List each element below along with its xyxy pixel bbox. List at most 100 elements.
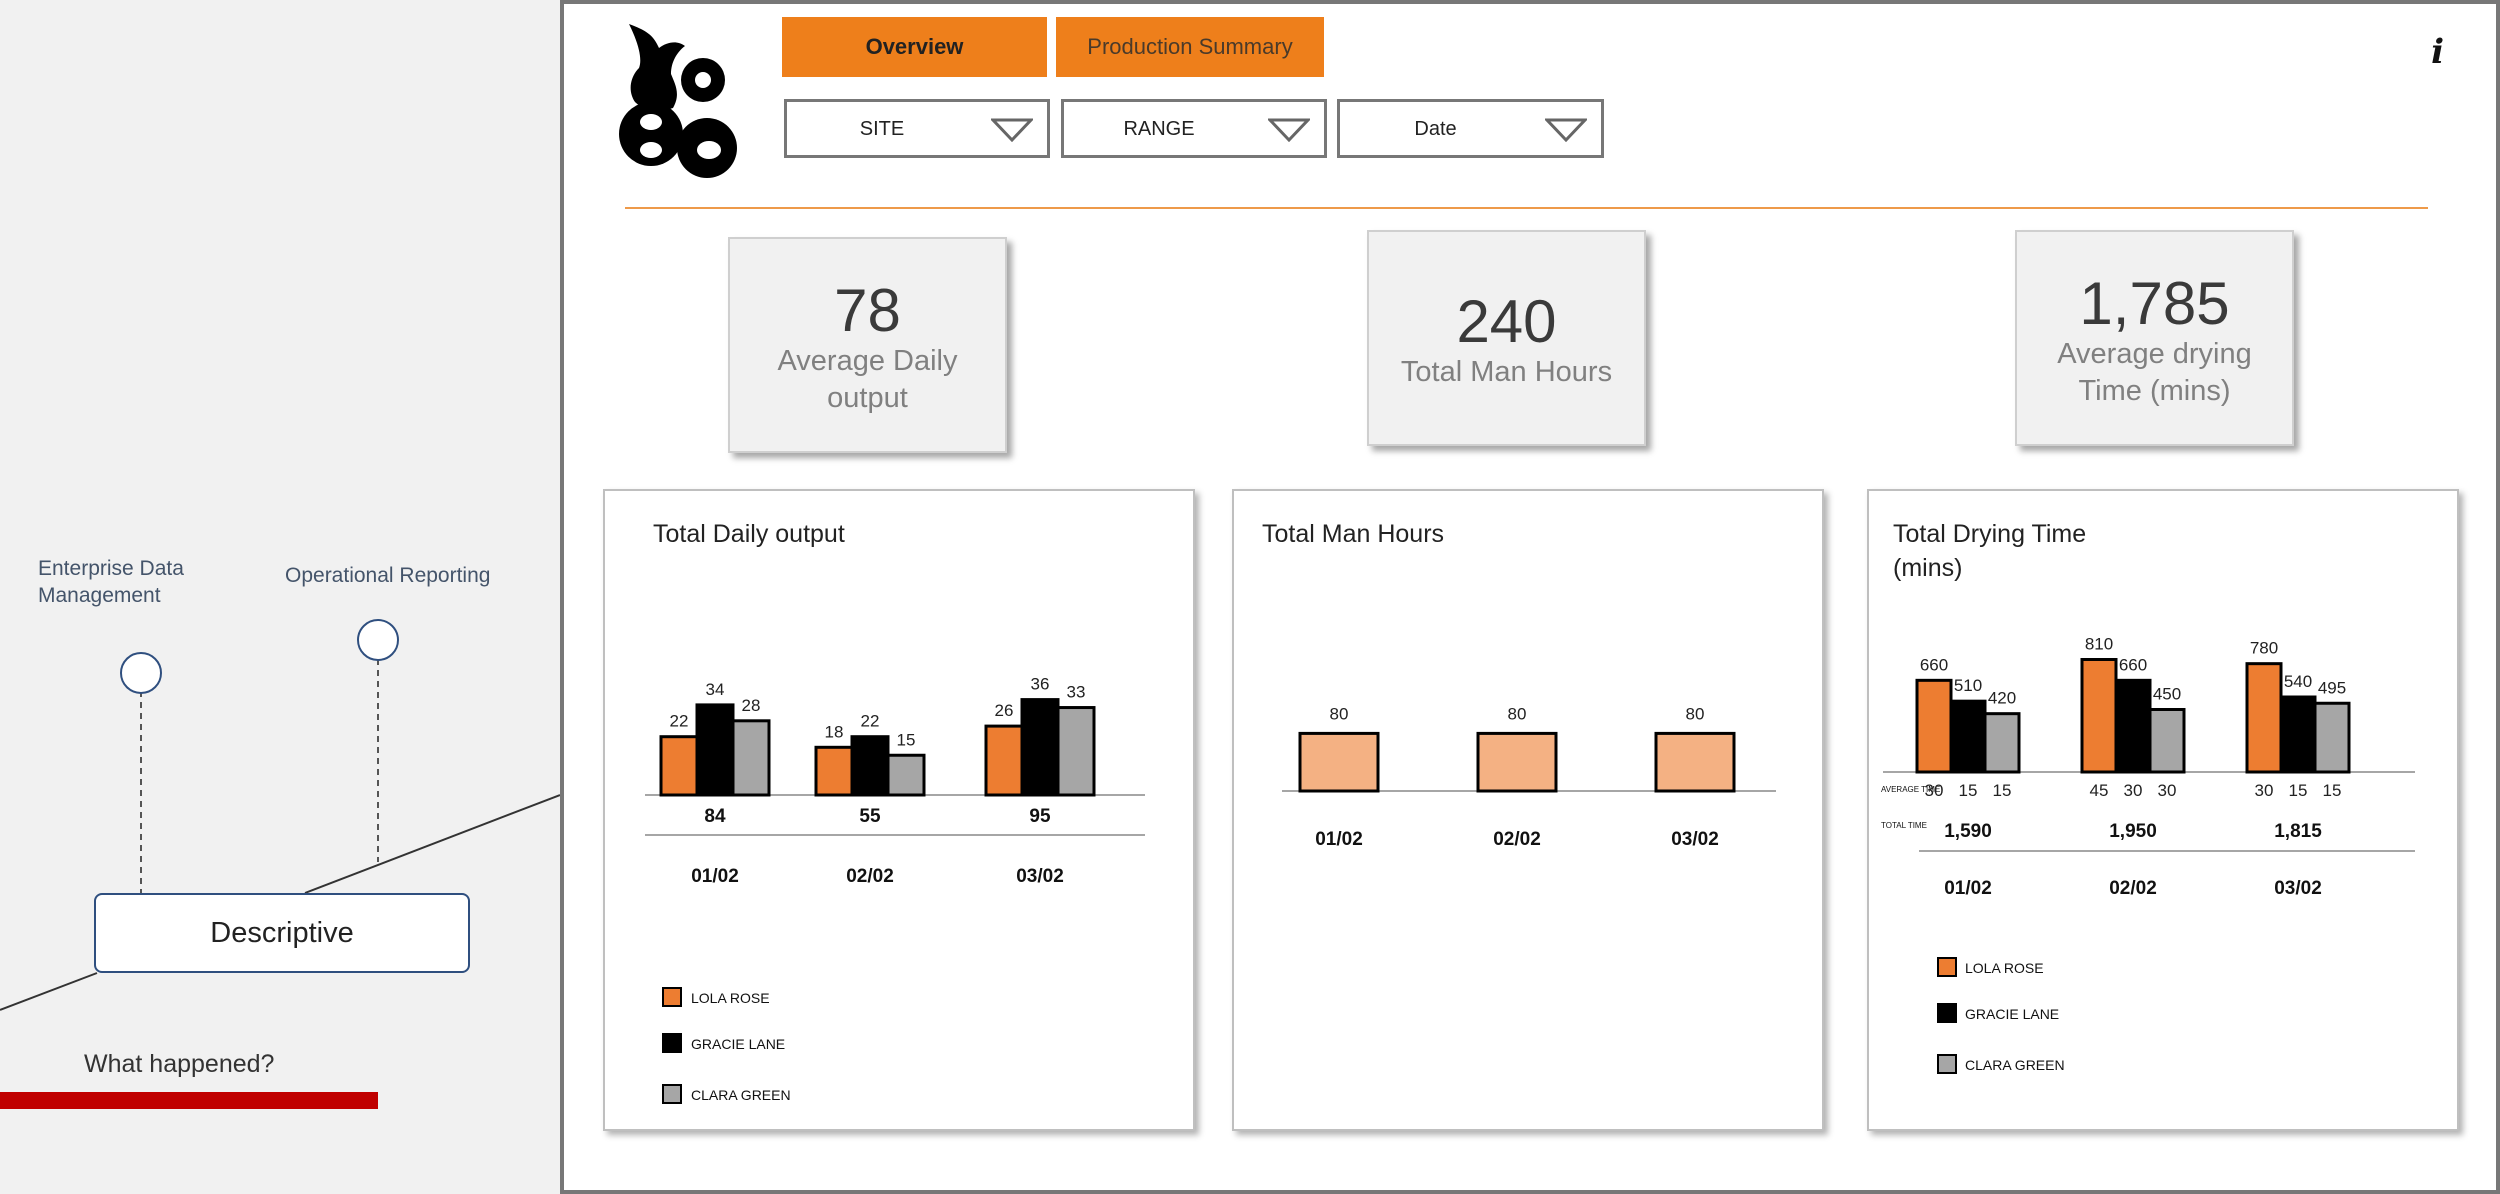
data-label: 18 — [825, 722, 844, 741]
legend-swatch — [1937, 957, 1957, 977]
data-label: 22 — [861, 712, 880, 731]
average-time-label: 30 — [2124, 781, 2143, 800]
header-divider — [625, 207, 2428, 209]
kpi-value: 78 — [834, 277, 901, 344]
legend-label: LOLA ROSE — [691, 990, 770, 1006]
daily-output-chart: 22 34 28 18 22 15 26 36 33 84 01/02 55 02/02 95 03/02 L… — [645, 675, 1145, 1104]
data-label: 80 — [1330, 704, 1349, 723]
data-label: 80 — [1686, 704, 1705, 723]
data-label: 26 — [995, 701, 1014, 720]
what-happened-caption: What happened? — [84, 1050, 275, 1078]
legend-swatch — [662, 1084, 682, 1104]
data-label: 420 — [1988, 689, 2016, 708]
bar — [1056, 706, 1096, 797]
milestone-edm — [120, 652, 162, 694]
bar — [731, 719, 771, 797]
total-label: 95 — [1029, 806, 1051, 827]
legend-label: LOLA ROSE — [1965, 960, 2044, 976]
info-icon[interactable]: i — [2431, 32, 2444, 72]
tab-overview[interactable]: Overview — [782, 17, 1047, 77]
chart-panel-total-drying-time: Total Drying Time (mins) 660 510 420 810 660… — [1867, 489, 2459, 1131]
legend-label: CLARA GREEN — [691, 1087, 791, 1103]
row-label-total-time: TOTAL TIME — [1881, 821, 1927, 830]
bar — [1476, 731, 1558, 793]
kpi-value: 1,785 — [2079, 270, 2230, 337]
range-dropdown-label: RANGE — [1123, 118, 1195, 140]
bar — [886, 753, 926, 797]
data-label: 36 — [1031, 675, 1050, 694]
drying-time-chart: 660 510 420 810 660 450 780 540 495 AVERAGE TIME T… — [1881, 635, 2415, 1074]
kpi-card-average-drying-time: 1,785 Average drying Time (mins) — [2015, 230, 2294, 446]
chart-title: Total Daily output — [653, 520, 845, 548]
journey-line — [0, 972, 98, 1011]
kpi-label: Average Daily output — [777, 345, 958, 414]
kpi-label: Average drying Time (mins) — [2057, 338, 2252, 407]
tab-production-summary[interactable]: Production Summary — [1056, 17, 1324, 77]
data-label: 660 — [2119, 655, 2147, 674]
journey-line — [304, 794, 560, 894]
data-label: 780 — [2250, 639, 2278, 658]
kpi-label: Total Man Hours — [1400, 356, 1613, 388]
chart-panel-total-man-hours: Total Man Hours 80 01/02 80 02/02 80 03/02 — [1232, 489, 1824, 1131]
total-label: 1,950 — [2109, 821, 2157, 842]
chevron-down-icon — [1268, 118, 1310, 142]
data-label: 660 — [1920, 655, 1948, 674]
chevron-down-icon — [991, 118, 1033, 142]
kpi-card-average-daily-output: 78 Average Daily output — [728, 237, 1007, 453]
data-label: 28 — [742, 696, 761, 715]
chart-title: Total Man Hours — [1262, 520, 1445, 548]
data-label: 80 — [1508, 704, 1527, 723]
total-label: 1,815 — [2274, 821, 2322, 842]
row-label-average-time: AVERAGE TIME — [1881, 785, 1940, 794]
site-dropdown-label: SITE — [859, 118, 905, 140]
total-label: 1,590 — [1944, 821, 1992, 842]
total-label: 55 — [859, 806, 881, 827]
bar — [2080, 658, 2118, 774]
data-label: 34 — [706, 680, 725, 699]
chart-panel-total-daily-output: Total Daily output 22 34 28 18 22 15 26 36 33 84 0… — [603, 489, 1195, 1131]
category-label: 03/02 — [1671, 829, 1719, 850]
label-enterprise-data-management: Enterprise Data Management — [38, 557, 184, 607]
category-label: 02/02 — [1493, 829, 1541, 850]
average-time-label: 15 — [1959, 781, 1978, 800]
bar — [695, 703, 735, 797]
average-time-label: 15 — [2289, 781, 2308, 800]
kpi-card-total-man-hours: 240 Total Man Hours — [1367, 230, 1646, 446]
bar — [850, 735, 890, 797]
data-label: 510 — [1954, 676, 1982, 695]
descriptive-stage-box: Descriptive — [94, 893, 470, 973]
average-time-label: 15 — [1993, 781, 2012, 800]
date-dropdown-label: Date — [1414, 118, 1457, 140]
data-label: 450 — [2153, 685, 2181, 704]
category-label: 01/02 — [1315, 829, 1363, 850]
bar — [2313, 701, 2351, 774]
bar — [984, 724, 1024, 797]
bar — [2148, 708, 2186, 774]
legend-swatch — [662, 987, 682, 1007]
average-time-label: 15 — [2323, 781, 2342, 800]
legend-label: GRACIE LANE — [1965, 1006, 2059, 1022]
bar — [659, 735, 699, 797]
bar — [814, 745, 854, 797]
data-label: 22 — [670, 712, 689, 731]
range-dropdown[interactable]: RANGE — [1061, 99, 1327, 158]
label-operational-reporting: Operational Reporting — [285, 564, 491, 587]
date-dropdown[interactable]: Date — [1337, 99, 1604, 158]
site-dropdown[interactable]: SITE — [784, 99, 1050, 158]
average-time-label: 30 — [2255, 781, 2274, 800]
average-time-label: 30 — [1925, 781, 1944, 800]
chart-title: Total Drying Time (mins) — [1893, 520, 2087, 582]
company-logo — [619, 24, 737, 178]
legend-swatch — [1937, 1003, 1957, 1023]
dashboard: Overview Production Summary SITE RANGE D… — [560, 0, 2500, 1194]
data-label: 495 — [2318, 678, 2346, 697]
milestone-opr — [357, 619, 399, 661]
data-label: 33 — [1067, 683, 1086, 702]
category-label: 01/02 — [691, 866, 739, 887]
red-accent-bar — [0, 1092, 378, 1109]
data-label: 540 — [2284, 672, 2312, 691]
bar — [2114, 678, 2152, 774]
bar — [1020, 698, 1060, 797]
legend-label: GRACIE LANE — [691, 1036, 785, 1052]
bar — [1949, 699, 1987, 774]
